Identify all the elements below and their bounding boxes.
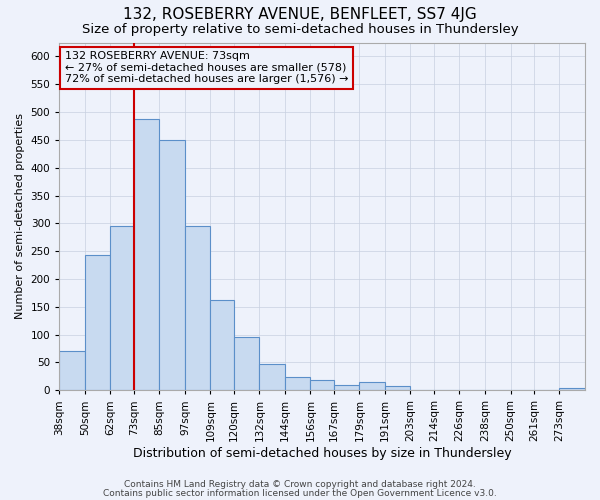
Bar [185,226,211,390]
Bar [85,255,110,390]
Bar [310,380,334,390]
Text: 132, ROSEBERRY AVENUE, BENFLEET, SS7 4JG: 132, ROSEBERRY AVENUE, BENFLEET, SS7 4JG [123,8,477,22]
Bar [359,382,385,390]
Bar [334,384,359,390]
Bar [211,300,234,390]
Bar [559,388,585,390]
Text: Contains HM Land Registry data © Crown copyright and database right 2024.: Contains HM Land Registry data © Crown c… [124,480,476,489]
Bar [285,378,310,390]
Bar [259,364,285,390]
Bar [59,352,85,391]
Y-axis label: Number of semi-detached properties: Number of semi-detached properties [15,114,25,320]
Text: Size of property relative to semi-detached houses in Thundersley: Size of property relative to semi-detach… [82,22,518,36]
Bar [234,337,259,390]
X-axis label: Distribution of semi-detached houses by size in Thundersley: Distribution of semi-detached houses by … [133,447,511,460]
Text: 132 ROSEBERRY AVENUE: 73sqm
← 27% of semi-detached houses are smaller (578)
72% : 132 ROSEBERRY AVENUE: 73sqm ← 27% of sem… [65,51,348,84]
Bar [385,386,410,390]
Text: Contains public sector information licensed under the Open Government Licence v3: Contains public sector information licen… [103,488,497,498]
Bar [134,120,160,390]
Bar [110,226,134,390]
Bar [160,140,185,390]
